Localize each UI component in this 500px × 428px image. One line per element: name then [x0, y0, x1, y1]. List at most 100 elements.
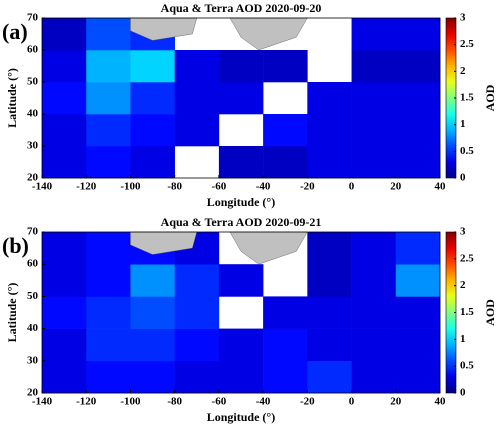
- x-tick-label: -120: [76, 396, 97, 408]
- aod-cell: [130, 328, 175, 362]
- x-tick-label: 40: [435, 181, 447, 193]
- aod-cell: [307, 264, 352, 297]
- x-tick-label: -100: [120, 396, 141, 408]
- x-tick-label: -100: [120, 181, 141, 193]
- x-tick-label: 0: [349, 396, 355, 408]
- aod-cell: [395, 114, 441, 147]
- y-tick-label: 70: [27, 226, 39, 238]
- y-tick-label: 50: [27, 290, 39, 302]
- aod-cell: [307, 328, 352, 362]
- aod-cell: [86, 296, 131, 329]
- aod-cell: [351, 18, 397, 51]
- aod-cell: [174, 114, 220, 147]
- aod-cell: [218, 82, 264, 115]
- colorbar-label: AOD: [483, 84, 497, 111]
- colorbar-tick-label: 3: [460, 226, 466, 238]
- y-tick-label: 40: [27, 322, 39, 334]
- x-axis-label: Longitude (°): [207, 410, 275, 424]
- aod-cell: [351, 296, 397, 329]
- y-tick-label: 70: [27, 12, 39, 24]
- aod-cell: [86, 232, 131, 265]
- aod-cell: [395, 328, 441, 362]
- x-tick-label: -40: [256, 181, 271, 193]
- y-tick-label: 20: [27, 387, 39, 399]
- aod-cell: [395, 146, 441, 179]
- aod-cell: [86, 114, 131, 147]
- colorbar-tick-label: 3: [460, 12, 466, 24]
- y-tick-label: 40: [27, 108, 39, 120]
- aod-cell: [351, 50, 397, 83]
- y-tick-label: 30: [27, 140, 39, 152]
- x-tick-label: -60: [212, 396, 227, 408]
- aod-cell: [42, 264, 87, 297]
- chart-title: Aqua & Terra AOD 2020-09-20: [161, 1, 322, 15]
- x-tick-label: -40: [256, 396, 271, 408]
- aod-cell: [395, 264, 441, 297]
- aod-cell: [42, 50, 87, 83]
- colorbar-tick-label: 2.5: [460, 252, 474, 264]
- aod-cell: [307, 360, 352, 394]
- x-axis-label: Longitude (°): [207, 195, 275, 209]
- aod-cell: [395, 296, 441, 329]
- aod-cell: [42, 146, 87, 179]
- aod-cell: [218, 146, 264, 179]
- aod-cell: [86, 328, 131, 362]
- panel-label: (b): [2, 233, 29, 258]
- colorbar-tick-label: 1.5: [460, 306, 474, 318]
- x-tick-label: -80: [167, 396, 182, 408]
- y-tick-label: 20: [27, 172, 39, 184]
- aod-cell: [351, 114, 397, 147]
- aod-cell: [218, 50, 264, 83]
- aod-cell: [351, 360, 397, 394]
- aod-cell: [263, 296, 308, 329]
- colorbar-tick-label: 0.5: [460, 145, 474, 157]
- aod-cell: [174, 360, 220, 394]
- colorbar-tick-label: 1.5: [460, 92, 474, 104]
- y-tick-label: 60: [27, 258, 39, 270]
- aod-cell: [130, 360, 175, 394]
- aod-cell: [42, 82, 87, 115]
- y-axis-label: Latitude (°): [5, 68, 19, 128]
- aod-cell: [395, 18, 441, 51]
- aod-cell: [42, 18, 87, 51]
- aod-cell: [263, 328, 308, 362]
- x-tick-label: -20: [300, 181, 315, 193]
- y-tick-label: 30: [27, 354, 39, 366]
- panel-label: (a): [2, 19, 28, 44]
- x-tick-label: -20: [300, 396, 315, 408]
- aod-cell: [42, 114, 87, 147]
- colorbar-tick-label: 0: [460, 172, 466, 184]
- aod-cell: [174, 82, 220, 115]
- x-tick-label: -120: [76, 181, 97, 193]
- aod-cell: [42, 328, 87, 362]
- aod-cell: [395, 232, 441, 265]
- aod-cell: [86, 360, 131, 394]
- aod-cell: [42, 232, 87, 265]
- colorbar-tick-label: 2: [460, 65, 466, 77]
- x-tick-label: -140: [32, 396, 53, 408]
- colorbar-tick-label: 0: [460, 387, 466, 399]
- aod-cell: [174, 264, 220, 297]
- x-tick-label: -60: [212, 181, 227, 193]
- x-tick-label: 20: [390, 396, 402, 408]
- y-tick-label: 60: [27, 44, 39, 56]
- x-tick-label: -140: [32, 181, 53, 193]
- aod-cell: [307, 114, 352, 147]
- x-tick-label: -80: [167, 181, 182, 193]
- chart-title: Aqua & Terra AOD 2020-09-21: [161, 215, 322, 229]
- plot-frame: [41, 231, 441, 394]
- aod-cell: [351, 82, 397, 115]
- aod-cell: [395, 360, 441, 394]
- aod-cell: [130, 264, 175, 297]
- aod-cell: [263, 146, 308, 179]
- aod-cell: [174, 296, 220, 329]
- colorbar-label: AOD: [483, 299, 497, 326]
- x-tick-label: 20: [390, 181, 402, 193]
- aod-cell: [86, 82, 131, 115]
- x-tick-label: 40: [435, 396, 447, 408]
- aod-cell: [351, 232, 397, 265]
- plot-frame: [41, 17, 441, 179]
- x-tick-label: 0: [349, 181, 355, 193]
- colorbar-tick-label: 2.5: [460, 38, 474, 50]
